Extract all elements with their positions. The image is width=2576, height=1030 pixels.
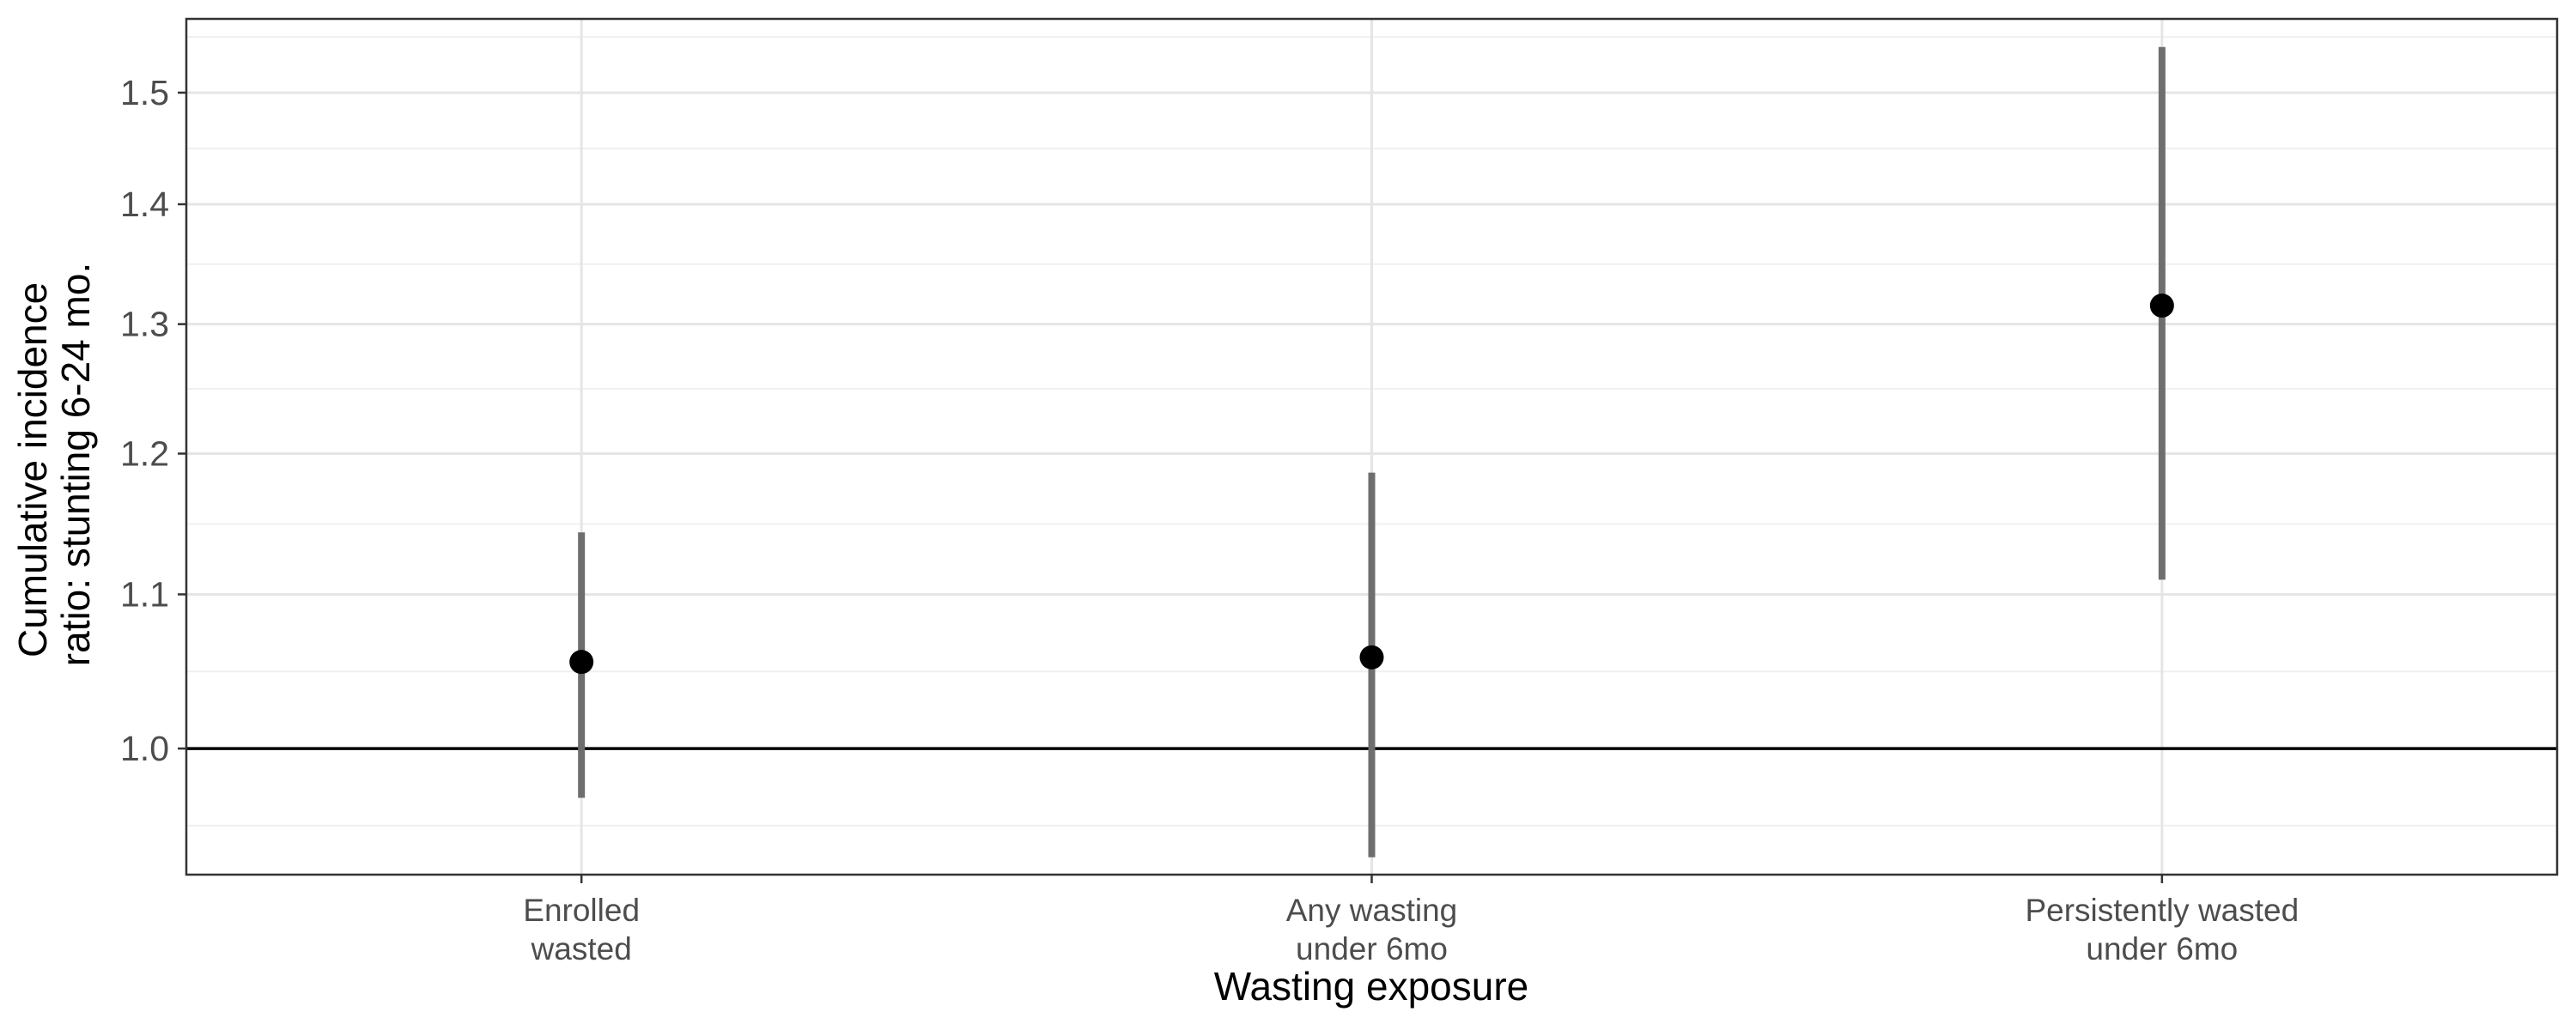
point-estimate [569, 650, 594, 675]
x-tick-label-line: Enrolled [523, 893, 640, 928]
y-tick-label: 1.5 [120, 73, 169, 112]
y-tick-label: 1.3 [120, 305, 169, 344]
point-estimate [1359, 645, 1384, 670]
y-axis: 1.0 1.1 1.2 1.3 1.4 1.5 [120, 73, 186, 768]
x-tick-label: Any wasting under 6mo [1286, 893, 1458, 966]
x-tick-label-line: Persistently wasted [2025, 893, 2299, 928]
x-tick-label: Enrolled wasted [523, 893, 640, 966]
x-tick-label-line: wasted [531, 931, 632, 966]
y-axis-title-line-1: Cumulative incidence [10, 282, 55, 657]
y-axis-title-line-2: ratio: stunting 6-24 mo. [53, 263, 98, 666]
points [569, 294, 2174, 675]
y-tick-label: 1.4 [120, 185, 169, 224]
y-tick-label: 1.0 [120, 729, 169, 768]
y-tick-label: 1.1 [120, 574, 169, 614]
y-tick-label: 1.2 [120, 433, 169, 473]
point-estimate [2149, 294, 2174, 318]
x-axis-title: Wasting exposure [1214, 964, 1528, 1009]
y-axis-title: Cumulative incidence ratio: stunting 6-2… [10, 263, 98, 666]
x-tick-label-line: under 6mo [2086, 931, 2238, 966]
x-tick-label-line: under 6mo [1296, 931, 1448, 966]
x-tick-label-line: Any wasting [1286, 893, 1458, 928]
x-tick-label: Persistently wasted under 6mo [2025, 893, 2299, 966]
